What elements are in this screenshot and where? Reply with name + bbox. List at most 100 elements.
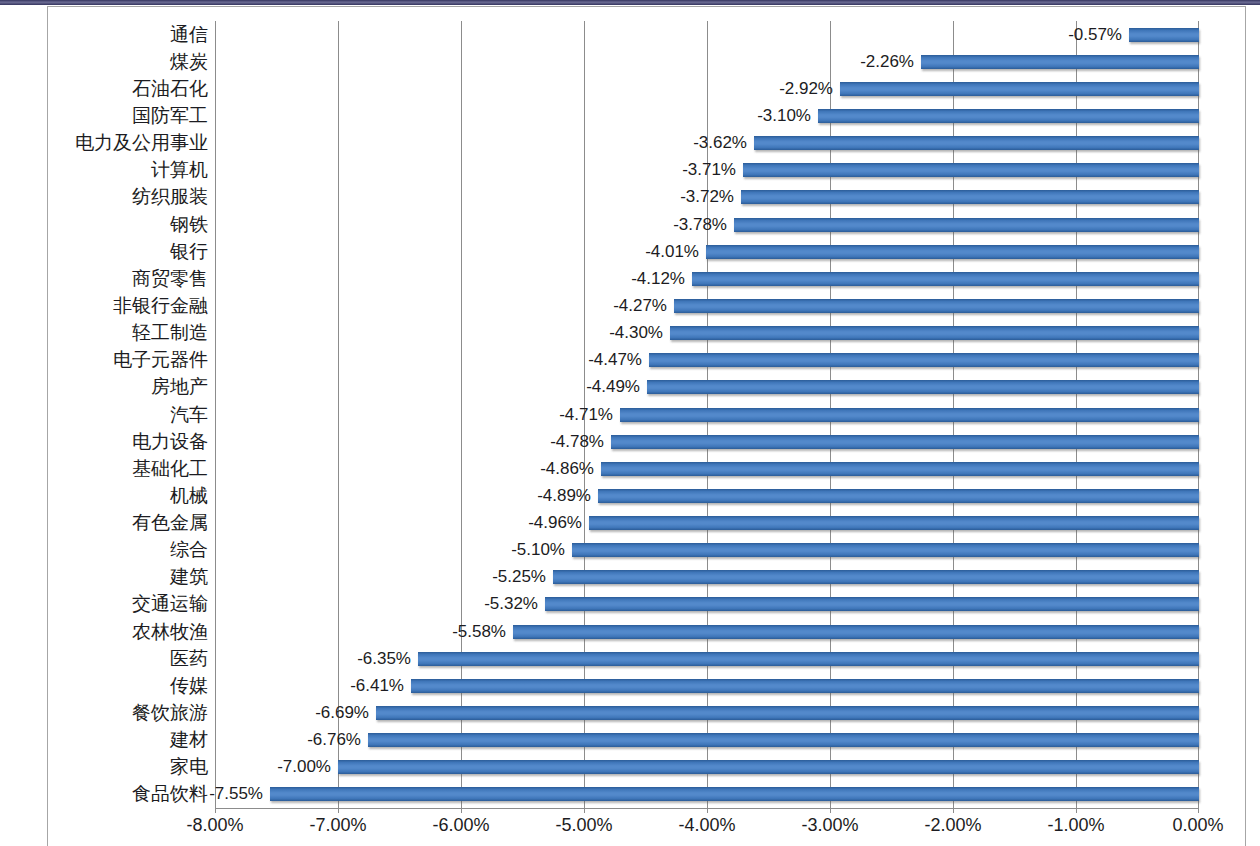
chart-container: -0.57%-2.26%-2.92%-3.10%-3.62%-3.71%-3.7…: [47, 6, 1246, 846]
axis-tick: [338, 808, 339, 813]
window-top-strip: [0, 0, 1260, 5]
bar: [589, 516, 1199, 530]
bar-value-label: -4.30%: [609, 323, 663, 343]
gridline: [338, 21, 339, 808]
bar-value-label: -5.58%: [452, 622, 506, 642]
bar: [734, 218, 1199, 232]
bar-value-label: -6.69%: [315, 703, 369, 723]
category-label: 电力设备: [48, 431, 208, 453]
plot-area: -0.57%-2.26%-2.92%-3.10%-3.62%-3.71%-3.7…: [215, 21, 1199, 809]
bar-value-label: -3.78%: [673, 215, 727, 235]
x-axis-tick-label: -5.00%: [529, 814, 639, 836]
bar: [553, 570, 1199, 584]
bar-value-label: -5.32%: [484, 594, 538, 614]
axis-tick: [953, 808, 954, 813]
bar: [692, 272, 1199, 286]
axis-tick: [707, 808, 708, 813]
bar: [706, 245, 1199, 259]
axis-tick: [830, 808, 831, 813]
axis-tick: [1076, 808, 1077, 813]
bar: [818, 109, 1199, 123]
bar-value-label: -2.92%: [779, 79, 833, 99]
category-label: 综合: [48, 539, 208, 561]
category-label: 家电: [48, 756, 208, 778]
bar-value-label: -4.27%: [613, 296, 667, 316]
category-label: 非银行金融: [48, 295, 208, 317]
bar: [741, 190, 1199, 204]
category-label: 计算机: [48, 159, 208, 181]
bar: [611, 435, 1199, 449]
bar: [513, 625, 1199, 639]
bar: [601, 462, 1199, 476]
bar: [338, 760, 1199, 774]
bar: [840, 82, 1199, 96]
bar-value-label: -3.72%: [680, 187, 734, 207]
bar: [754, 136, 1199, 150]
axis-tick: [215, 808, 216, 813]
bar-value-label: -2.26%: [860, 52, 914, 72]
category-label: 传媒: [48, 675, 208, 697]
bar: [368, 733, 1199, 747]
category-label: 电力及公用事业: [48, 132, 208, 154]
bar-value-label: -6.35%: [357, 649, 411, 669]
x-axis-tick-label: -4.00%: [652, 814, 762, 836]
category-label: 钢铁: [48, 214, 208, 236]
x-axis-tick-label: 0.00%: [1143, 814, 1253, 836]
bar-value-label: -4.01%: [645, 242, 699, 262]
bar-value-label: -0.57%: [1068, 25, 1122, 45]
category-label: 银行: [48, 241, 208, 263]
bar: [418, 652, 1199, 666]
bar-value-label: -6.76%: [307, 730, 361, 750]
bar: [270, 787, 1199, 801]
bar-value-label: -7.00%: [277, 757, 331, 777]
bar-value-label: -4.12%: [631, 269, 685, 289]
category-label: 建筑: [48, 566, 208, 588]
category-label: 有色金属: [48, 512, 208, 534]
axis-tick: [1198, 808, 1199, 813]
category-label: 商贸零售: [48, 268, 208, 290]
bar: [743, 163, 1199, 177]
bar: [572, 543, 1199, 557]
bar-value-label: -4.89%: [537, 486, 591, 506]
bar-value-label: -5.10%: [511, 540, 565, 560]
category-label: 石油石化: [48, 78, 208, 100]
bar-value-label: -4.47%: [588, 350, 642, 370]
category-label: 轻工制造: [48, 322, 208, 344]
category-label: 通信: [48, 24, 208, 46]
bar: [598, 489, 1199, 503]
bar: [674, 299, 1199, 313]
category-label: 汽车: [48, 404, 208, 426]
bar: [545, 597, 1199, 611]
bar: [620, 408, 1199, 422]
x-axis-tick-label: -7.00%: [283, 814, 393, 836]
category-label: 医药: [48, 648, 208, 670]
bar-value-label: -6.41%: [350, 676, 404, 696]
x-axis-tick-label: -6.00%: [406, 814, 516, 836]
bar: [670, 326, 1199, 340]
category-label: 煤炭: [48, 51, 208, 73]
bar: [647, 380, 1199, 394]
bar-value-label: -4.71%: [559, 405, 613, 425]
bar-value-label: -7.55%: [209, 784, 263, 804]
bar-value-label: -3.10%: [757, 106, 811, 126]
category-label: 房地产: [48, 376, 208, 398]
category-label: 纺织服装: [48, 186, 208, 208]
bar: [1129, 28, 1199, 42]
category-label: 交通运输: [48, 593, 208, 615]
category-label: 建材: [48, 729, 208, 751]
axis-tick: [584, 808, 585, 813]
bar: [921, 55, 1199, 69]
category-label: 基础化工: [48, 458, 208, 480]
category-label: 电子元器件: [48, 349, 208, 371]
bar-value-label: -4.49%: [586, 377, 640, 397]
category-label: 农林牧渔: [48, 621, 208, 643]
bar-value-label: -4.96%: [528, 513, 582, 533]
bar-value-label: -4.86%: [540, 459, 594, 479]
category-label: 机械: [48, 485, 208, 507]
x-axis-tick-label: -3.00%: [775, 814, 885, 836]
x-axis-tick-label: -8.00%: [160, 814, 270, 836]
category-label: 国防军工: [48, 105, 208, 127]
gridline: [215, 21, 216, 808]
category-label: 食品饮料: [48, 783, 208, 805]
bar-value-label: -5.25%: [492, 567, 546, 587]
